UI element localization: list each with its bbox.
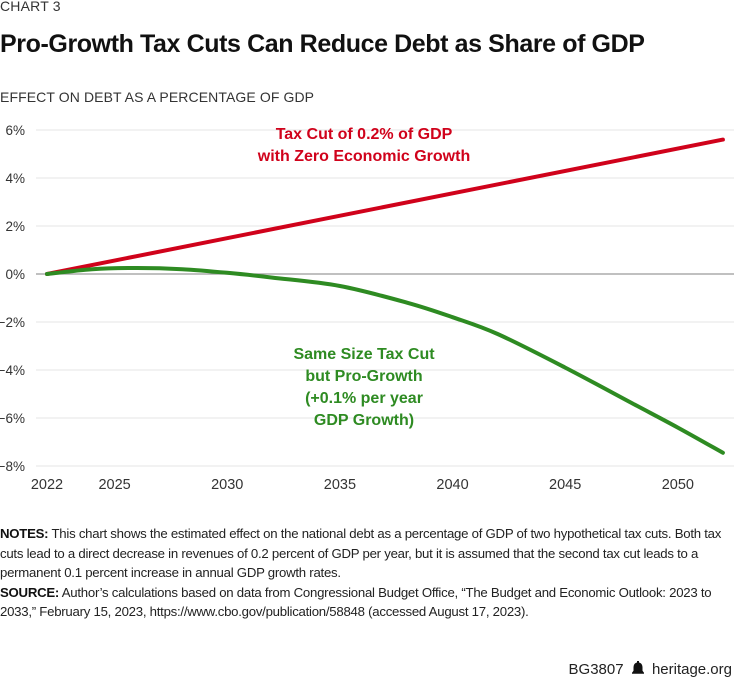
- y-axis-label: EFFECT ON DEBT AS A PERCENTAGE OF GDP: [0, 89, 315, 105]
- x-tick-label: 2045: [549, 477, 581, 493]
- series-label-line: (+0.1% per year: [305, 390, 423, 407]
- heritage-link[interactable]: heritage.org: [651, 661, 732, 678]
- source-label: SOURCE:: [0, 584, 60, 600]
- notes-paragraph: NOTES: This chart shows the estimated ef…: [0, 524, 734, 583]
- source-paragraph: SOURCE: Author’s calculations based on d…: [0, 583, 734, 622]
- y-tick-label: 6%: [5, 123, 25, 138]
- x-tick-label: 2025: [98, 477, 130, 493]
- series-labels: Tax Cut of 0.2% of GDP with Zero Economic…: [257, 126, 470, 429]
- series-label-line: with Zero Economic Growth: [257, 148, 470, 165]
- series-line-pro-growth: [45, 266, 725, 455]
- x-tick-label: 2022: [31, 477, 63, 493]
- gridlines: [36, 129, 734, 467]
- series-label-line: GDP Growth): [314, 412, 414, 429]
- x-tick-label: 2030: [211, 477, 243, 493]
- series-label-line: Tax Cut of 0.2% of GDP: [276, 126, 453, 143]
- series-label-line: but Pro-Growth: [305, 368, 422, 385]
- notes-block: NOTES: This chart shows the estimated ef…: [0, 524, 734, 622]
- series-label-zero-growth: Tax Cut of 0.2% of GDP with Zero Economic…: [257, 126, 470, 165]
- x-tick-label: 2040: [436, 477, 468, 493]
- chart-kicker: CHART 3: [0, 0, 61, 14]
- y-tick-label: −6%: [0, 411, 25, 426]
- y-tick-labels: 6% 4% 2% 0% −2% −4% −6% −8%: [0, 123, 25, 474]
- y-tick-label: 0%: [5, 267, 25, 282]
- y-tick-label: −8%: [0, 459, 25, 474]
- y-tick-label: 2%: [5, 219, 25, 234]
- chart-title: Pro-Growth Tax Cuts Can Reduce Debt as S…: [0, 30, 645, 58]
- liberty-bell-icon: [631, 661, 644, 677]
- footer: BG3807 heritage.org: [569, 661, 732, 678]
- notes-text: This chart shows the estimated effect on…: [0, 526, 722, 580]
- line-chart: 6% 4% 2% 0% −2% −4% −6% −8% 2022 2025 2030 2035 204…: [0, 123, 734, 493]
- x-tick-label: 2035: [324, 477, 356, 493]
- x-tick-label: 2050: [662, 477, 694, 493]
- x-tick-labels: 2022 2025 2030 2035 2040 2045 2050: [31, 477, 694, 493]
- source-text: Author’s calculations based on data from…: [0, 584, 712, 620]
- notes-label: NOTES:: [0, 526, 49, 541]
- y-tick-label: −2%: [0, 315, 25, 330]
- y-tick-label: −4%: [0, 363, 25, 378]
- y-tick-label: 4%: [5, 171, 25, 186]
- report-code: BG3807: [568, 661, 624, 678]
- series-label-pro-growth: Same Size Tax Cut but Pro-Growth (+0.1% pe…: [293, 346, 435, 429]
- series-label-line: Same Size Tax Cut: [293, 346, 435, 363]
- series-line-zero-growth: [45, 137, 725, 276]
- series-lines: [45, 137, 725, 455]
